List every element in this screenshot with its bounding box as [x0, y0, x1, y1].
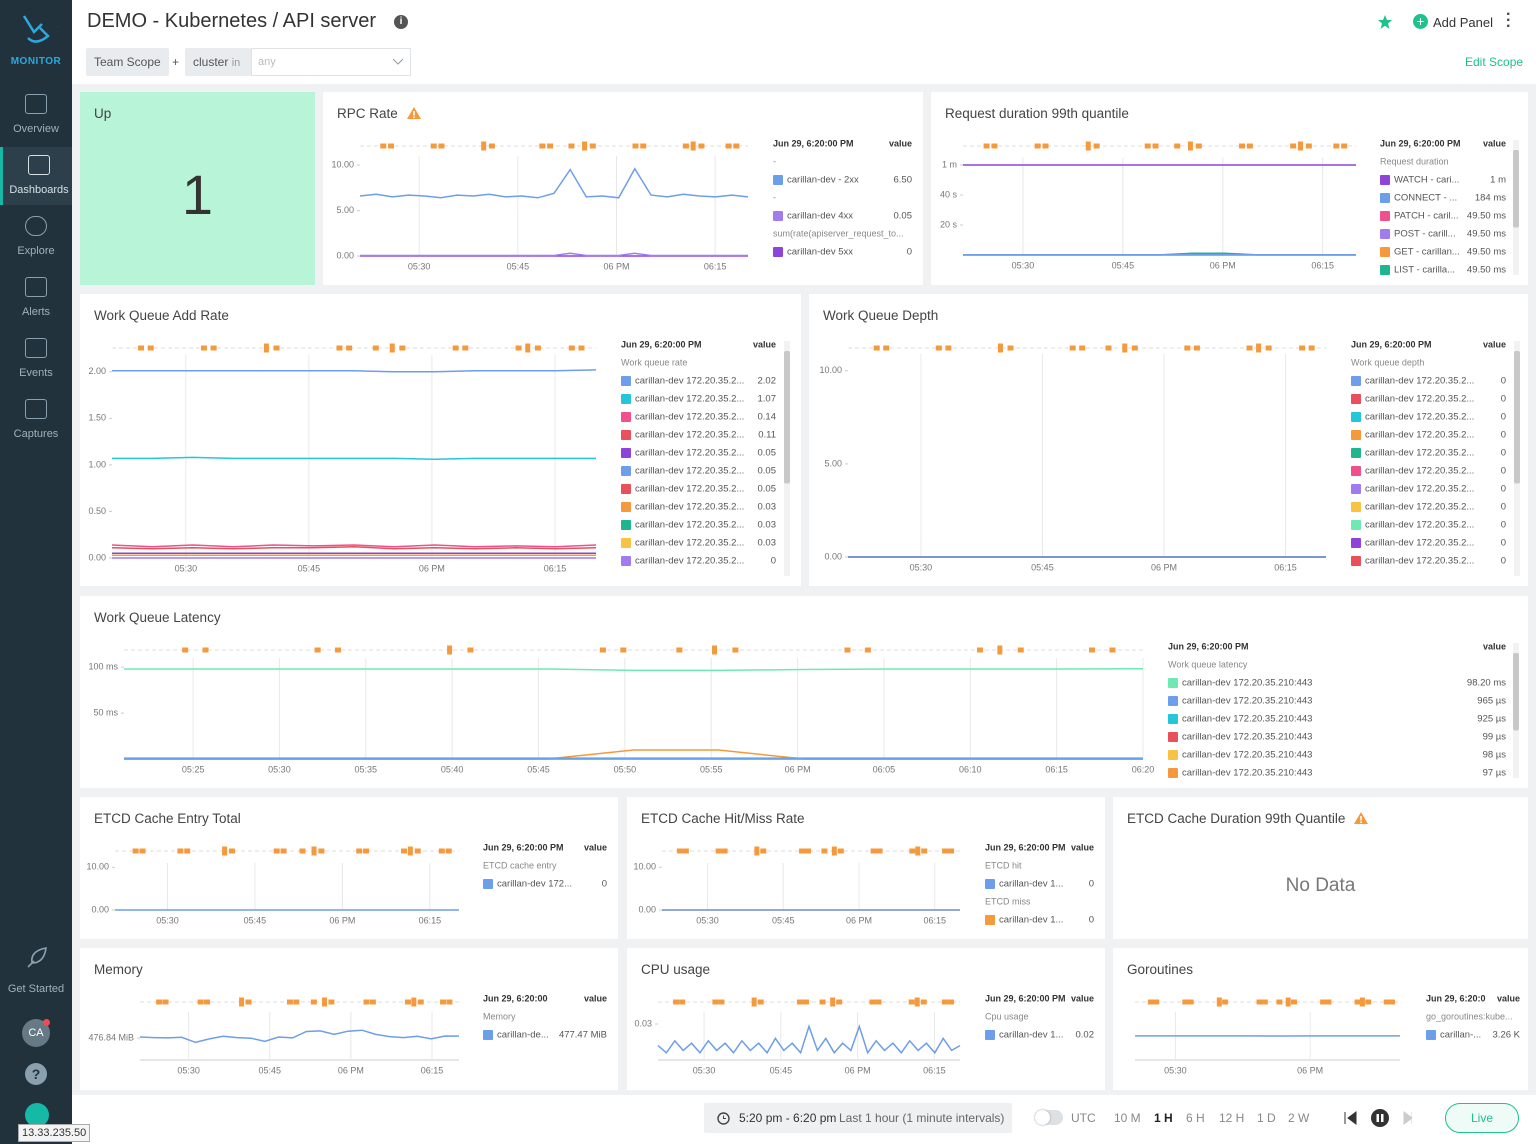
panel-title: CPU usage — [641, 962, 711, 977]
logo — [22, 15, 58, 43]
panel: Work Queue Add Rate — [80, 294, 801, 586]
utc-toggle[interactable] — [1035, 1110, 1063, 1125]
panel-title: RPC Rate — [337, 106, 422, 123]
nav-icon — [25, 399, 47, 419]
utc-label: UTC — [1071, 1111, 1096, 1125]
no-data: No Data — [1285, 875, 1356, 896]
panel: Goroutines — [1113, 948, 1528, 1090]
nav-icon — [25, 338, 47, 358]
nav-label: Alerts — [21, 306, 51, 318]
scope-op: in — [231, 57, 241, 69]
panel-title: ETCD Cache Hit/Miss Rate — [641, 811, 805, 826]
nav-label: Dashboards — [9, 184, 69, 196]
playback-controls[interactable] — [1342, 1108, 1412, 1128]
nav-icon — [25, 277, 47, 297]
nav-icon — [25, 94, 47, 114]
panel-title: Up — [94, 106, 112, 121]
panel-title: Work Queue Latency — [94, 610, 221, 625]
nav-item[interactable]: Alerts — [0, 269, 72, 327]
live-button[interactable]: Live — [1445, 1103, 1519, 1133]
panel: Memory — [80, 948, 618, 1090]
add-panel[interactable]: Add Panel — [1433, 15, 1493, 30]
panel-title: Work Queue Depth — [823, 308, 939, 323]
team-scope[interactable]: Team Scope — [86, 48, 169, 76]
edit-scope[interactable]: Edit Scope — [1465, 55, 1524, 69]
interval-option[interactable]: 6 H — [1186, 1111, 1205, 1125]
get-started[interactable]: Get Started — [7, 983, 65, 995]
nav-item[interactable]: Captures — [0, 391, 72, 449]
interval-option[interactable]: 2 W — [1288, 1111, 1310, 1125]
interval-option[interactable]: 1 D — [1257, 1111, 1276, 1125]
panel-title: ETCD Cache Entry Total — [94, 811, 241, 826]
nav-icon — [25, 216, 47, 236]
nav-label: Captures — [13, 428, 59, 440]
panel: CPU usage — [627, 948, 1105, 1090]
warning-icon — [1353, 811, 1369, 828]
panel-title: Memory — [94, 962, 143, 977]
nav-label: Events — [19, 367, 53, 379]
interval-option[interactable]: 12 H — [1219, 1111, 1245, 1125]
add-icon[interactable]: + — [1413, 14, 1428, 29]
notification-dot — [43, 1019, 50, 1026]
time-bar: 5:20 pm - 6:20 pm Last 1 hour (1 minute … — [72, 1095, 1536, 1144]
nav-icon — [28, 155, 50, 175]
panel: ETCD Cache Hit/Miss Rate — [627, 797, 1105, 939]
ip-tooltip: 13.33.235.50 — [18, 1124, 91, 1142]
rocket-icon — [27, 947, 47, 968]
nav-item[interactable]: Overview — [0, 86, 72, 144]
panel: RPC Rate — [323, 92, 923, 285]
nav-item[interactable]: Events — [0, 330, 72, 388]
help-icon[interactable]: ? — [25, 1063, 47, 1085]
time-range[interactable]: 5:20 pm - 6:20 pm Last 1 hour (1 minute … — [704, 1103, 1012, 1133]
menu-dots[interactable]: · · · — [1506, 6, 1512, 35]
top-bar: DEMO - Kubernetes / API server i + Add P… — [72, 0, 1536, 84]
scope-plus: + — [172, 55, 180, 69]
panel: ETCD Cache Entry Total — [80, 797, 618, 939]
range-text: 5:20 pm - 6:20 pm — [739, 1111, 837, 1125]
info-icon[interactable]: i — [394, 15, 408, 29]
star-icon[interactable] — [1377, 14, 1393, 30]
panel-title: Request duration 99th quantile — [945, 106, 1129, 121]
panel-title: ETCD Cache Duration 99th Quantile — [1127, 811, 1369, 828]
interval-option[interactable]: 10 M — [1114, 1111, 1141, 1125]
panel: ETCD Cache Duration 99th Quantile No Data — [1113, 797, 1528, 939]
scope-placeholder: any — [258, 56, 276, 68]
panel: Work Queue Depth — [809, 294, 1528, 586]
chat-icon[interactable] — [25, 1103, 49, 1127]
panel-title: Work Queue Add Rate — [94, 308, 229, 323]
scope-select[interactable]: any — [251, 48, 411, 76]
scope-key-label: cluster — [193, 55, 229, 69]
scope-key: cluster in — [185, 48, 251, 76]
panel: Up 1 — [80, 92, 315, 285]
interval-option[interactable]: 1 H — [1154, 1111, 1173, 1125]
clock-icon — [717, 1112, 730, 1125]
sidebar: MONITOR Overview Dashboards Explore Alerts E… — [0, 0, 72, 1144]
stat-value: 1 — [181, 163, 214, 226]
nav-item[interactable]: Dashboards — [0, 147, 72, 205]
panel-title: Goroutines — [1127, 962, 1194, 977]
panel: Request duration 99th quantile — [931, 92, 1528, 285]
range-description: Last 1 hour (1 minute intervals) — [839, 1111, 1005, 1125]
warning-icon — [406, 106, 422, 123]
dashboard-title: DEMO - Kubernetes / API server — [87, 10, 376, 32]
panel: Work Queue Latency — [80, 596, 1528, 788]
nav-label: Explore — [17, 245, 55, 257]
chevron — [392, 58, 404, 65]
nav-item[interactable]: Explore — [0, 208, 72, 266]
brand: MONITOR — [10, 56, 62, 67]
nav-label: Overview — [13, 123, 59, 135]
